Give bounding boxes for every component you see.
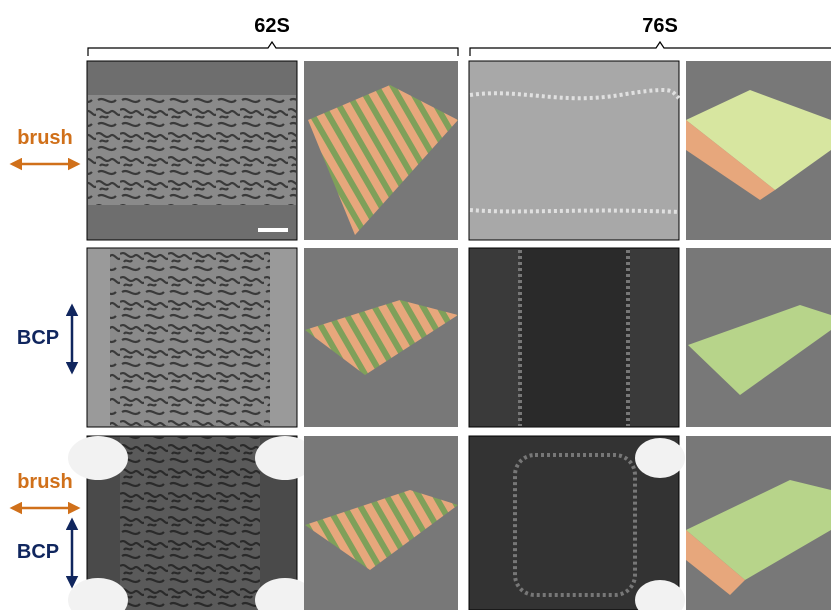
3d-image (304, 61, 458, 240)
3d-image (304, 248, 458, 427)
column-label: 62S (254, 15, 290, 37)
sem-image (469, 436, 685, 610)
sem-image (469, 61, 679, 240)
sem-image (87, 248, 297, 427)
row-label: brush (17, 127, 73, 149)
row-label: brush (17, 471, 73, 493)
3d-image (686, 436, 831, 610)
sem-image (469, 248, 679, 427)
bracket (470, 42, 831, 56)
figure: 62S 76S (0, 0, 831, 610)
3d-image (304, 436, 458, 610)
3d-image (686, 248, 831, 427)
row-label: BCP (17, 327, 59, 349)
sem-image (87, 61, 297, 240)
bracket (88, 42, 458, 56)
row-label: BCP (17, 541, 59, 563)
3d-image (686, 61, 831, 240)
column-label: 76S (642, 15, 678, 37)
sem-image (68, 436, 315, 610)
